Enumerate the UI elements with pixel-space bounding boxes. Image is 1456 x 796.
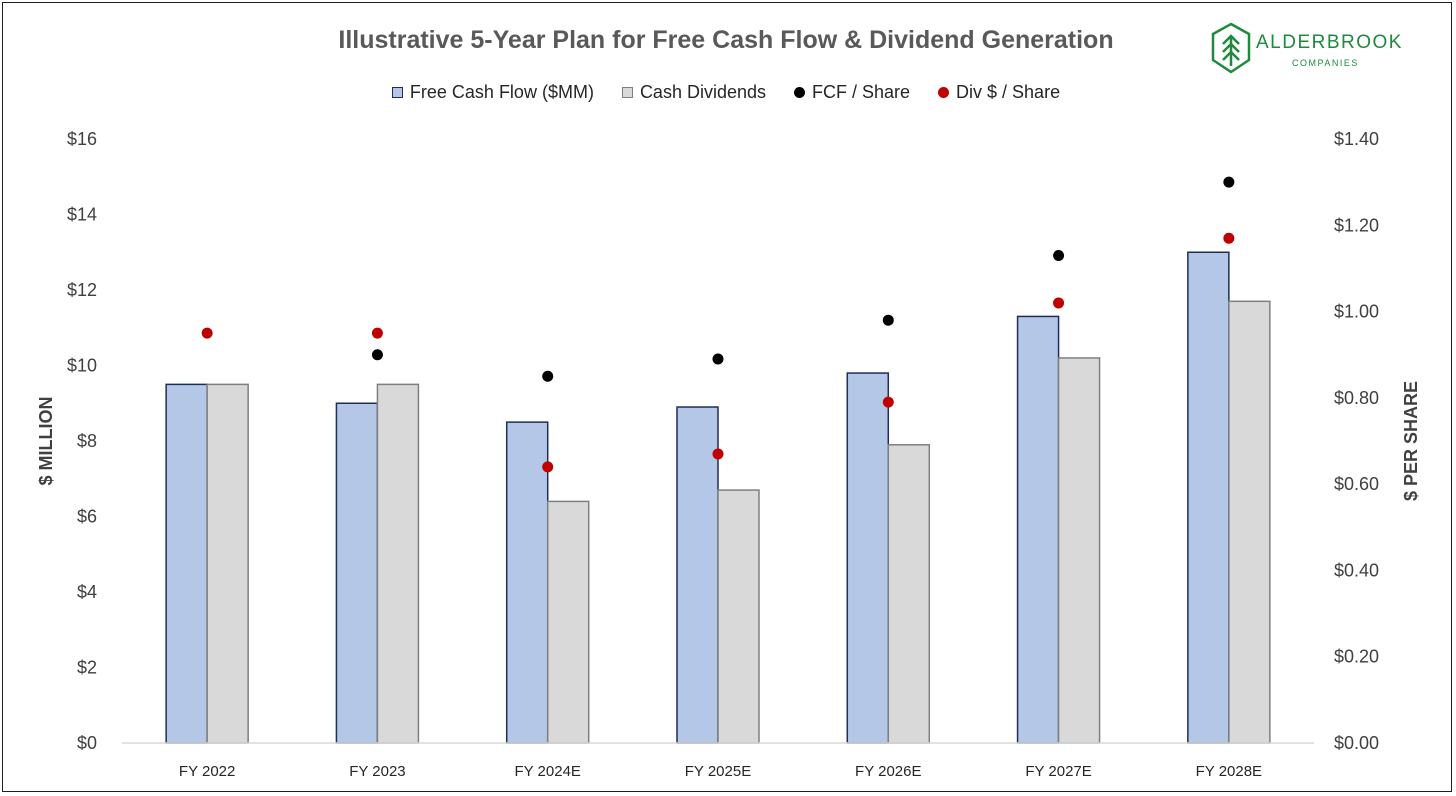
chart-title: Illustrative 5-Year Plan for Free Cash F… [338, 26, 1114, 54]
legend-swatch-fcf-per-share [794, 87, 805, 98]
y-tick-label-left: $16 [67, 129, 97, 149]
point-fcf-per-share-2 [542, 370, 554, 382]
legend-swatch-dividends [621, 87, 633, 98]
bar-dividends-4 [887, 444, 931, 744]
y-tick-label-left: $10 [67, 356, 97, 376]
point-fcf-per-share-5 [1053, 249, 1065, 261]
x-tick-label: FY 2023 [349, 763, 405, 780]
legend-label-fcf: Free Cash Flow ($MM) [409, 82, 594, 102]
y-tick-label-left: $2 [77, 658, 97, 678]
point-div-per-share-6 [1223, 232, 1235, 244]
y-axis-title-left: $ MILLION [36, 397, 56, 486]
y-axis-title-right: $ PER SHARE [1401, 381, 1421, 501]
bar-dividends-6 [1228, 300, 1271, 744]
legend-label-fcf-per-share: FCF / Share [812, 82, 911, 102]
bar-dividends-2 [546, 500, 590, 744]
legend-label-dividends: Cash Dividends [639, 82, 766, 102]
bar-dividends-3 [717, 489, 760, 744]
y-tick-label-right: $0.80 [1334, 388, 1379, 408]
point-fcf-per-share-3 [712, 353, 724, 365]
y-tick-label-left: $8 [77, 431, 97, 451]
bar-fcf-6 [1187, 251, 1230, 744]
point-div-per-share-4 [882, 396, 894, 408]
logo-name: ALDERBROOK [1256, 32, 1403, 53]
legend-label-div-per-share: Div $ / Share [956, 82, 1061, 102]
bar-dividends-1 [376, 383, 420, 744]
x-tick-label: FY 2025E [685, 763, 751, 780]
x-tick-label: FY 2028E [1196, 763, 1262, 780]
bar-fcf-0 [165, 383, 208, 744]
legend-item-div-per-share: Div $ / Share [938, 82, 1060, 103]
legend-swatch-fcf [391, 87, 403, 98]
legend: Free Cash Flow ($MM) Cash Dividends FCF … [0, 82, 1452, 103]
y-tick-label-left: $4 [77, 582, 97, 602]
y-tick-label-right: $0.00 [1334, 733, 1379, 753]
point-div-per-share-3 [712, 448, 724, 460]
bar-fcf-2 [505, 421, 549, 744]
y-tick-label-left: $14 [67, 205, 97, 225]
y-tick-label-left: $12 [67, 280, 97, 300]
x-tick-label: FY 2022 [179, 763, 235, 780]
legend-item-fcf: Free Cash Flow ($MM) [391, 82, 594, 103]
logo-subtitle: COMPANIES [1292, 58, 1359, 68]
point-fcf-per-share-1 [371, 349, 383, 361]
y-tick-label-right: $1.40 [1334, 129, 1379, 149]
y-tick-label-right: $0.60 [1334, 474, 1379, 494]
legend-item-fcf-per-share: FCF / Share [794, 82, 910, 103]
x-tick-label: FY 2026E [855, 763, 921, 780]
point-div-per-share-5 [1053, 297, 1065, 309]
company-logo: ALDERBROOK COMPANIES [1210, 22, 1401, 74]
legend-swatch-div-per-share [938, 87, 950, 98]
point-div-per-share-1 [371, 327, 383, 339]
point-div-per-share-2 [542, 461, 554, 473]
bar-fcf-4 [846, 372, 890, 744]
legend-item-dividends: Cash Dividends [621, 82, 766, 103]
bar-dividends-0 [206, 383, 249, 744]
bar-fcf-1 [335, 402, 379, 744]
y-tick-label-left: $6 [77, 507, 97, 527]
y-tick-label-right: $1.20 [1334, 215, 1379, 235]
x-tick-label: FY 2027E [1025, 763, 1091, 780]
point-div-per-share-0 [201, 327, 213, 339]
point-fcf-per-share-6 [1223, 176, 1235, 188]
tree-logo-icon [1211, 22, 1251, 74]
y-tick-label-right: $0.40 [1334, 560, 1379, 580]
point-fcf-per-share-4 [882, 314, 894, 326]
x-tick-label: FY 2024E [514, 763, 580, 780]
bar-dividends-5 [1057, 357, 1101, 744]
y-tick-label-right: $1.00 [1334, 302, 1379, 322]
y-tick-label-right: $0.20 [1334, 647, 1379, 667]
bar-fcf-5 [1016, 315, 1060, 744]
y-tick-label-left: $0 [77, 733, 97, 753]
bar-fcf-3 [676, 406, 719, 744]
